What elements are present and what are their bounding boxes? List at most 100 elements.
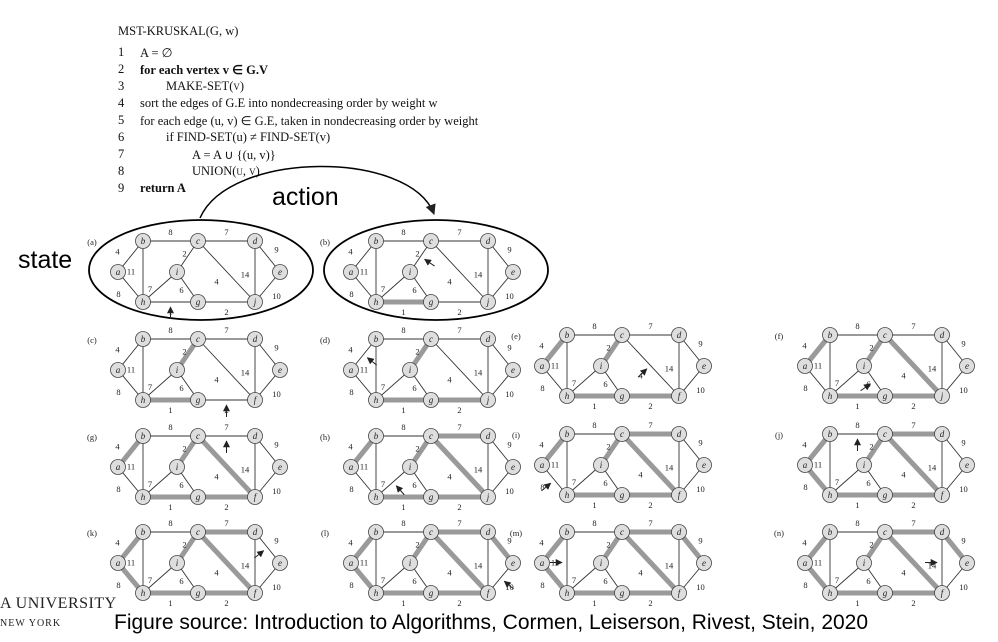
graph-node — [614, 426, 630, 442]
node-label: g — [196, 395, 201, 405]
graph-node — [534, 457, 550, 473]
edge-weight: 7 — [381, 382, 385, 392]
panel-label: (j) — [775, 430, 783, 440]
graph-node — [480, 392, 496, 408]
edge-weight: 9 — [507, 245, 511, 255]
edge-weight: 8 — [540, 383, 544, 393]
node-label: e — [511, 365, 515, 375]
edge-weight: 2 — [457, 598, 461, 608]
edge-weight: 2 — [415, 540, 419, 550]
node-label: h — [828, 490, 833, 500]
edge-weight: 2 — [606, 540, 610, 550]
node-label: c — [429, 334, 433, 344]
graph-node — [110, 555, 126, 571]
edge-weight: 6 — [866, 478, 870, 488]
edge-weight: 8 — [168, 325, 172, 335]
node-label: e — [511, 558, 515, 568]
graph-node — [169, 264, 185, 280]
node-label: d — [486, 431, 491, 441]
graph-panel: 4 8 7 9 10 14 4 2 1 8 11 7 2 6 a b c d e f g h i (g) — [87, 422, 288, 512]
graph-node — [247, 428, 263, 444]
edge-weight: 2 — [182, 249, 186, 259]
panel-label: (c) — [87, 335, 97, 345]
node-label: g — [196, 588, 201, 598]
panel-label: (l) — [321, 528, 329, 538]
edge-weight: 10 — [696, 582, 705, 592]
node-label: h — [141, 297, 146, 307]
graph-node — [368, 233, 384, 249]
node-label: e — [965, 361, 969, 371]
edge-weight: 14 — [241, 368, 250, 378]
node-label: e — [278, 462, 282, 472]
graph-node — [190, 489, 206, 505]
graph-node — [169, 459, 185, 475]
edge-weight: 1 — [855, 401, 859, 411]
tree-edge — [428, 433, 491, 500]
node-label: c — [883, 330, 887, 340]
node-label: d — [940, 527, 945, 537]
graph-node — [797, 555, 813, 571]
node-label: d — [486, 236, 491, 246]
node-label: f — [254, 395, 258, 405]
edge-weight: 9 — [507, 536, 511, 546]
edge-weight: 10 — [696, 484, 705, 494]
graph-node — [368, 331, 384, 347]
edge-weight: 2 — [869, 442, 873, 452]
edge-weight: 2 — [415, 249, 419, 259]
node-label: c — [196, 236, 200, 246]
node-label: b — [374, 431, 379, 441]
edge-weight: 8 — [401, 325, 405, 335]
edge-weight: 14 — [241, 561, 250, 571]
state-oval — [88, 219, 314, 321]
graph-node — [934, 487, 950, 503]
figure-source: Figure source: Introduction to Algorithm… — [114, 611, 869, 634]
graph-node — [671, 426, 687, 442]
graph-node — [423, 489, 439, 505]
node-label: b — [565, 330, 570, 340]
edge-weight: 4 — [638, 470, 643, 480]
node-label: g — [620, 588, 625, 598]
edge-weight: 7 — [457, 325, 461, 335]
graph-node — [190, 233, 206, 249]
edge-weight: 7 — [224, 325, 228, 335]
university-logo-city: NEW YORK — [0, 618, 62, 629]
graph-node — [423, 524, 439, 540]
tree-edge — [882, 332, 945, 399]
edge-weight: 7 — [835, 575, 839, 585]
graph-node — [559, 426, 575, 442]
edge-weight: 8 — [592, 321, 596, 331]
node-label: j — [940, 391, 944, 401]
edge-weight: 11 — [814, 460, 822, 470]
edge-weight: 7 — [911, 420, 915, 430]
graph-node — [135, 233, 151, 249]
graph-panel: 4 8 7 9 10 14 4 2 1 8 11 7 2 6 a b c d e f g h i (k) — [87, 518, 288, 608]
graph-node — [190, 392, 206, 408]
graph-node — [343, 362, 359, 378]
node-label: a — [349, 558, 354, 568]
edge-weight: 6 — [412, 383, 416, 393]
edge-weight: 14 — [241, 465, 250, 475]
graph-node — [877, 388, 893, 404]
graph-node — [877, 585, 893, 601]
node-label: b — [828, 527, 833, 537]
node-label: h — [374, 395, 379, 405]
graph-node — [480, 294, 496, 310]
node-label: f — [254, 492, 258, 502]
node-label: i — [176, 462, 179, 472]
node-label: a — [116, 558, 121, 568]
edge-weight: 11 — [814, 361, 822, 371]
node-label: d — [940, 330, 945, 340]
graph-node — [169, 555, 185, 571]
edge-weight: 9 — [698, 339, 702, 349]
graph-node — [671, 585, 687, 601]
pointer-arrow — [424, 258, 435, 267]
edge-weight: 6 — [412, 576, 416, 586]
edge-weight: 9 — [507, 440, 511, 450]
pointer-arrow — [503, 580, 514, 590]
node-label: j — [486, 395, 490, 405]
graph-node — [934, 327, 950, 343]
edge-weight: 7 — [835, 477, 839, 487]
node-label: h — [828, 588, 833, 598]
edge-weight: 10 — [959, 582, 968, 592]
